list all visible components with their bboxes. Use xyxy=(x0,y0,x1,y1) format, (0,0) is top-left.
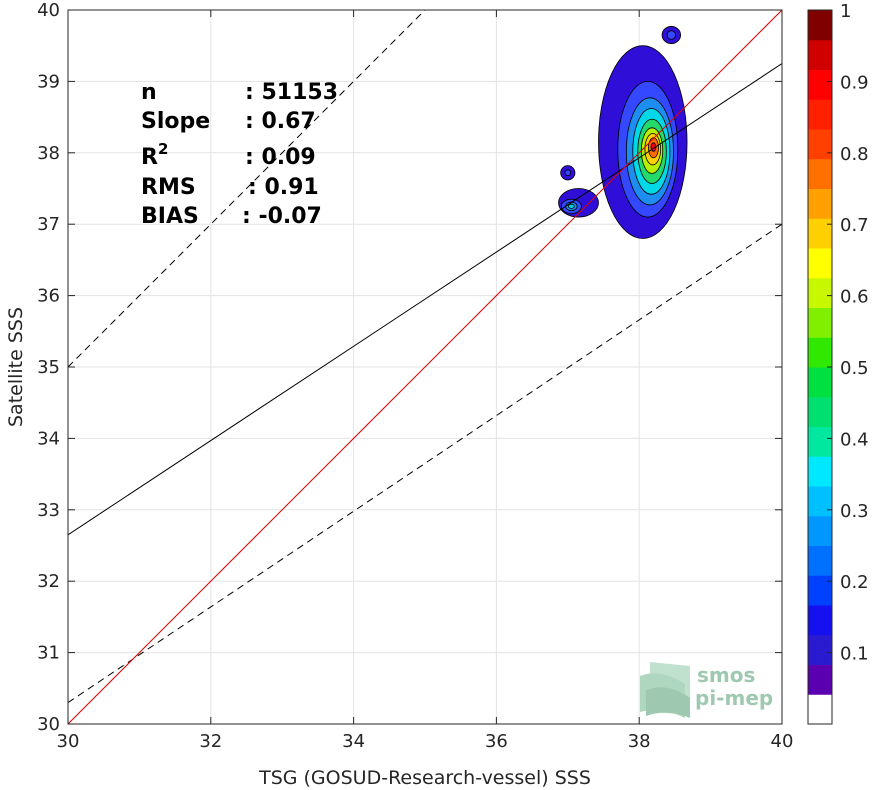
reference-lines xyxy=(68,10,782,724)
stat-name: Slope xyxy=(141,109,210,134)
x-tick-label: 32 xyxy=(199,731,222,752)
y-tick-label: 36 xyxy=(37,286,60,307)
colorbar-swatch xyxy=(808,694,832,725)
colorbar-tick-label: 0.4 xyxy=(840,429,869,450)
colorbar-swatch xyxy=(808,99,832,130)
colorbar-tick-label: 0.8 xyxy=(840,144,869,165)
density-contour-small xyxy=(564,169,572,177)
colorbar-swatch xyxy=(808,337,832,368)
grid xyxy=(67,9,783,725)
colorbar-swatch xyxy=(808,188,832,219)
y-tick-label: 30 xyxy=(37,714,60,735)
x-tick-label: 36 xyxy=(485,731,508,752)
colorbar-swatch xyxy=(808,158,832,189)
colorbar-tick-label: 0.3 xyxy=(840,501,869,522)
stat-name: BIAS xyxy=(141,204,199,229)
colorbar-tick-label: 1 xyxy=(840,1,851,22)
colorbar-swatch xyxy=(808,367,832,398)
y-tick-label: 32 xyxy=(37,571,60,592)
colorbar-swatch xyxy=(808,248,832,279)
colorbar-swatch xyxy=(808,277,832,308)
x-tick-label: 30 xyxy=(57,731,80,752)
colorbar-tick-label: 0.7 xyxy=(840,215,869,236)
colorbar-swatch xyxy=(808,664,832,695)
colorbar-tick-label: 0.5 xyxy=(840,358,869,379)
stat-name: RMS xyxy=(141,175,196,200)
colorbar-swatch xyxy=(808,426,832,457)
colorbar-swatch xyxy=(808,10,832,41)
logo-mark-icon xyxy=(640,662,690,718)
colorbar-swatch xyxy=(808,515,832,546)
upper-bound-line xyxy=(68,10,426,368)
colorbar-swatch xyxy=(808,456,832,487)
colorbar-swatch xyxy=(808,39,832,70)
stat-value: : -0.07 xyxy=(242,204,322,229)
density-contour-top xyxy=(666,30,677,40)
colorbar-tick-label: 0.2 xyxy=(840,572,869,593)
x-tick-label: 38 xyxy=(628,731,651,752)
stat-value: : 0.67 xyxy=(245,109,316,134)
x-tick-label: 34 xyxy=(342,731,365,752)
colorbar-swatch xyxy=(808,605,832,636)
x-axis-label: TSG (GOSUD-Research-vessel) SSS xyxy=(258,767,591,789)
y-tick-label: 35 xyxy=(37,357,60,378)
colorbar-swatch xyxy=(808,486,832,517)
colorbar-swatch xyxy=(808,575,832,606)
x-axis-ticks: 30 32 34 36 38 40 xyxy=(57,10,794,752)
stat-value: : 51153 xyxy=(245,80,338,105)
stat-value: : 0.09 xyxy=(245,145,316,170)
colorbar-tick-label: 0.6 xyxy=(840,287,869,308)
colorbar-swatch xyxy=(808,396,832,427)
colorbar-swatch xyxy=(808,634,832,665)
y-tick-label: 31 xyxy=(37,643,60,664)
stat-name: n xyxy=(141,80,157,105)
logo-line-2: pi-mep xyxy=(695,686,773,710)
y-axis-label: Satellite SSS xyxy=(5,307,27,427)
stat-value: : 0.91 xyxy=(248,175,319,200)
x-tick-label: 40 xyxy=(771,731,794,752)
y-tick-label: 40 xyxy=(37,0,60,21)
colorbar-swatch xyxy=(808,69,832,100)
colorbar-swatch xyxy=(808,129,832,160)
colorbar-swatch xyxy=(808,545,832,576)
smos-pi-mep-logo: smos pi-mep xyxy=(640,662,773,718)
regression-line xyxy=(68,63,782,536)
y-tick-label: 34 xyxy=(37,428,60,449)
y-axis-ticks: 30 31 32 33 34 35 36 37 38 39 40 xyxy=(37,0,782,735)
colorbar-swatch xyxy=(808,218,832,249)
colorbar: 0.1 0.2 0.3 0.4 0.5 0.6 0.7 0.8 0.9 1 xyxy=(807,1,869,725)
identity-line xyxy=(68,10,782,724)
y-tick-label: 37 xyxy=(37,214,60,235)
density-contours xyxy=(558,26,688,239)
y-tick-label: 39 xyxy=(37,71,60,92)
logo-line-1: smos xyxy=(697,663,755,687)
density-contour-secondary xyxy=(568,203,575,209)
y-tick-label: 38 xyxy=(37,143,60,164)
y-tick-label: 33 xyxy=(37,500,60,521)
colorbar-swatch xyxy=(808,307,832,338)
colorbar-tick-label: 0.1 xyxy=(840,644,869,665)
stat-superscript: 2 xyxy=(158,140,168,158)
colorbar-tick-label: 0.9 xyxy=(840,72,869,93)
